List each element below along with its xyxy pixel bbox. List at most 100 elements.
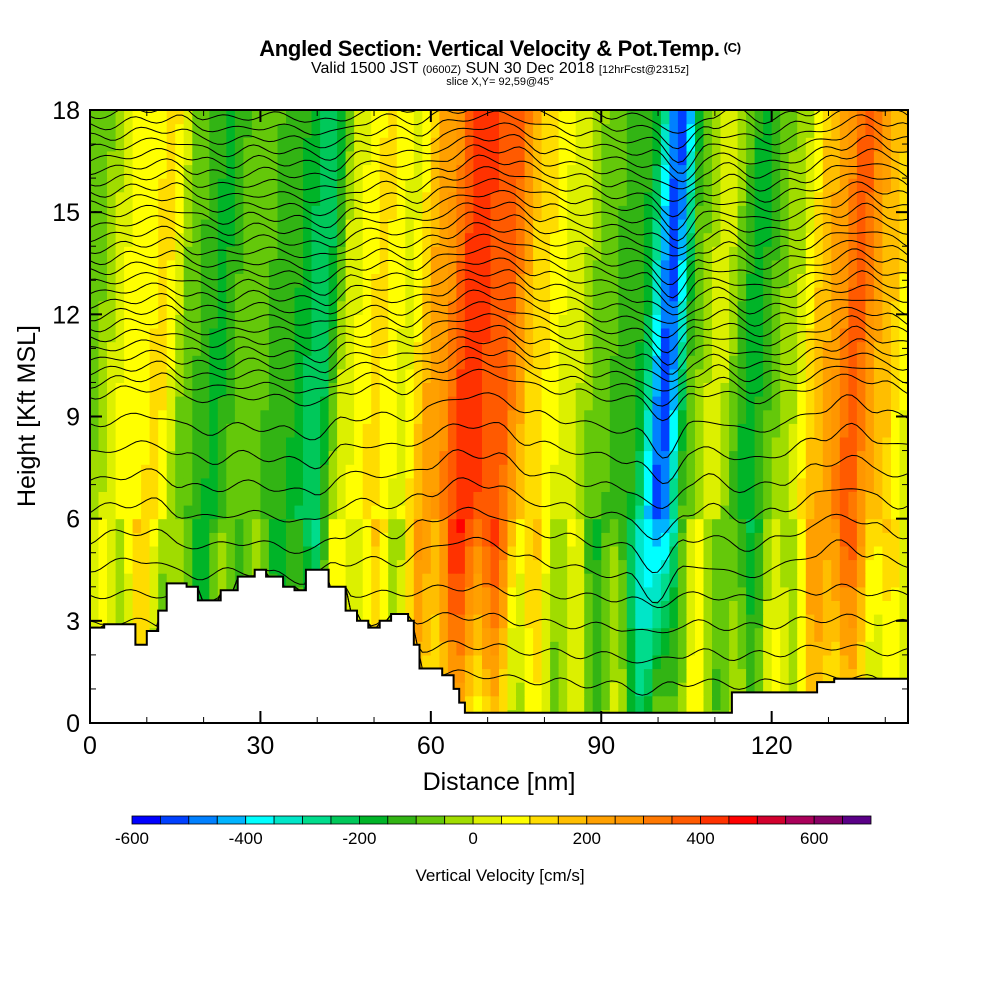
velocity-cell — [226, 518, 236, 533]
velocity-cell — [473, 273, 483, 288]
velocity-cell — [856, 464, 866, 479]
velocity-cell — [268, 491, 278, 506]
velocity-cell — [584, 695, 594, 710]
velocity-cell — [209, 287, 219, 302]
velocity-cell — [788, 273, 798, 288]
velocity-cell — [550, 368, 560, 383]
velocity-cell — [516, 246, 526, 261]
velocity-cell — [328, 423, 338, 438]
velocity-cell — [192, 287, 202, 302]
velocity-cell — [643, 450, 653, 465]
velocity-cell — [456, 573, 466, 588]
velocity-cell — [729, 178, 739, 193]
velocity-cell — [660, 409, 670, 424]
velocity-cell — [814, 491, 824, 506]
velocity-cell — [226, 123, 236, 138]
velocity-cell — [286, 545, 296, 561]
velocity-cell — [754, 573, 764, 588]
velocity-cell — [507, 273, 517, 288]
velocity-cell — [422, 205, 432, 220]
velocity-cell — [294, 505, 304, 520]
velocity-cell — [149, 518, 159, 533]
velocity-cell — [891, 137, 901, 152]
velocity-cell — [780, 545, 790, 561]
velocity-cell — [447, 287, 457, 302]
velocity-cell — [652, 436, 662, 452]
velocity-cell — [720, 518, 730, 533]
velocity-cell — [464, 654, 474, 670]
velocity-cell — [677, 641, 687, 656]
velocity-cell — [124, 600, 134, 615]
velocity-cell — [149, 205, 159, 220]
velocity-cell — [771, 641, 781, 656]
velocity-cell — [618, 436, 628, 452]
velocity-cell — [669, 573, 679, 588]
velocity-cell — [473, 586, 483, 601]
velocity-cell — [464, 464, 474, 479]
velocity-cell — [499, 150, 509, 166]
velocity-cell — [865, 259, 875, 274]
velocity-cell — [456, 627, 466, 642]
velocity-cell — [243, 273, 253, 288]
velocity-cell — [712, 573, 722, 588]
velocity-cell — [320, 464, 330, 479]
velocity-cell — [507, 164, 517, 179]
velocity-cell — [200, 178, 210, 193]
velocity-cell — [456, 382, 466, 397]
velocity-cell — [234, 423, 244, 438]
velocity-cell — [226, 382, 236, 397]
velocity-cell — [371, 123, 381, 138]
velocity-cell — [464, 477, 474, 492]
velocity-cell — [831, 382, 841, 397]
velocity-cell — [371, 505, 381, 520]
velocity-cell — [430, 341, 440, 356]
velocity-cell — [149, 532, 159, 547]
velocity-cell — [891, 246, 901, 261]
velocity-cell — [243, 341, 253, 356]
velocity-cell — [533, 532, 543, 547]
velocity-cell — [720, 178, 730, 193]
velocity-cell — [533, 491, 543, 506]
velocity-cell — [345, 328, 355, 343]
velocity-cell — [192, 123, 202, 138]
velocity-cell — [720, 654, 730, 670]
velocity-cell — [626, 423, 636, 438]
velocity-cell — [303, 191, 313, 206]
velocity-cell — [422, 532, 432, 547]
velocity-cell — [856, 300, 866, 315]
velocity-cell — [439, 191, 449, 206]
velocity-cell — [200, 586, 210, 601]
velocity-cell — [482, 164, 492, 179]
velocity-cell — [98, 219, 108, 234]
velocity-cell — [575, 191, 585, 206]
velocity-cell — [822, 668, 832, 683]
velocity-cell — [643, 532, 653, 547]
velocity-cell — [729, 382, 739, 397]
velocity-cell — [124, 436, 134, 452]
velocity-cell — [533, 123, 543, 138]
velocity-cell — [771, 614, 781, 629]
velocity-cell — [703, 518, 713, 533]
velocity-cell — [558, 191, 568, 206]
velocity-cell — [609, 682, 619, 697]
velocity-cell — [584, 586, 594, 601]
velocity-cell — [439, 110, 449, 125]
velocity-cell — [251, 232, 261, 247]
velocity-cell — [183, 505, 193, 520]
velocity-cell — [413, 627, 423, 642]
velocity-cell — [660, 178, 670, 193]
velocity-cell — [124, 545, 134, 561]
velocity-cell — [584, 110, 594, 125]
velocity-cell — [303, 137, 313, 152]
velocity-cell — [626, 137, 636, 152]
velocity-cell — [337, 436, 347, 452]
velocity-cell — [175, 287, 185, 302]
velocity-cell — [754, 150, 764, 166]
velocity-cell — [354, 368, 364, 383]
velocity-cell — [430, 600, 440, 615]
velocity-cell — [575, 246, 585, 261]
velocity-cell — [652, 668, 662, 683]
velocity-cell — [660, 300, 670, 315]
velocity-cell — [183, 328, 193, 343]
velocity-cell — [558, 273, 568, 288]
